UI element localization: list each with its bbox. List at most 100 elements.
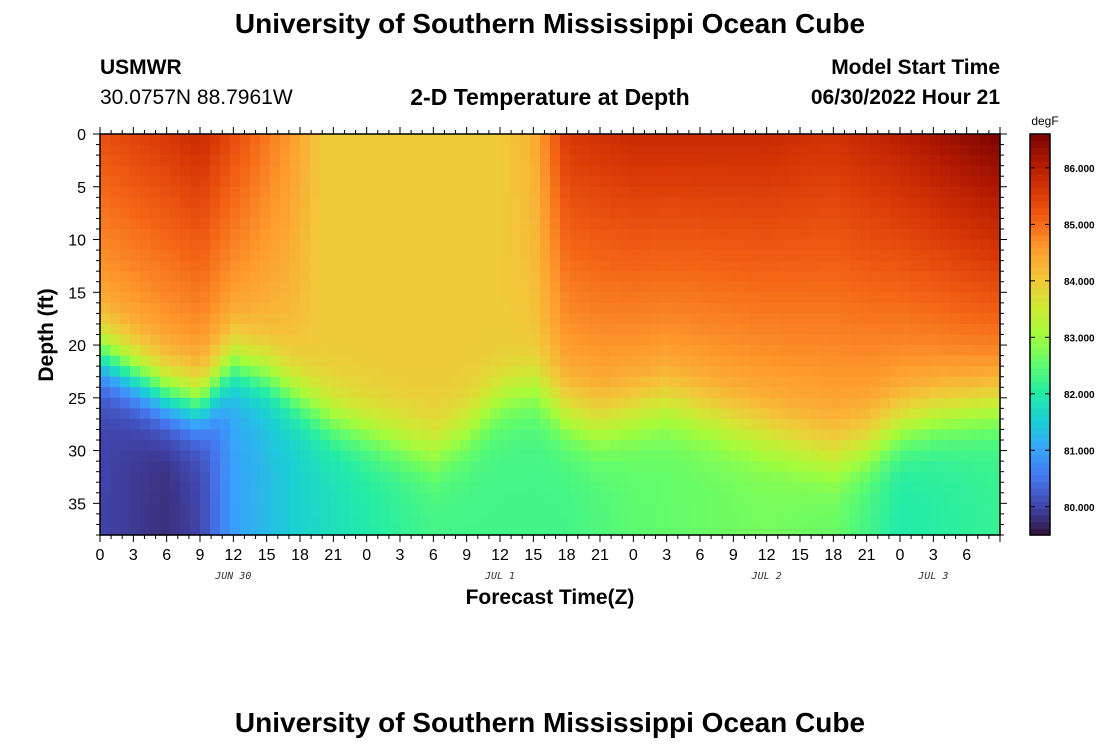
- heatmap-cell: [130, 429, 141, 441]
- heatmap-cell: [480, 186, 491, 198]
- heatmap-cell: [650, 144, 661, 156]
- colorbar-frame: [1029, 133, 1051, 536]
- heatmap-cell: [220, 503, 231, 515]
- heatmap-cell: [920, 207, 931, 220]
- heatmap-cell: [740, 271, 751, 283]
- heatmap-cell: [210, 313, 221, 325]
- heatmap-cell: [540, 165, 551, 177]
- heatmap-cell: [300, 461, 311, 473]
- heatmap-cell: [340, 292, 351, 304]
- heatmap-cell: [470, 176, 481, 188]
- heatmap-cell: [990, 207, 1001, 220]
- heatmap-cell: [460, 503, 471, 515]
- heatmap-cell: [810, 250, 821, 262]
- heatmap-cell: [830, 492, 841, 504]
- heatmap-cell: [340, 492, 351, 504]
- heatmap-cell: [990, 408, 1001, 420]
- heatmap-cell: [290, 355, 301, 367]
- heatmap-cell: [790, 440, 801, 452]
- heatmap-cell: [290, 155, 301, 167]
- heatmap-cell: [760, 345, 771, 357]
- heatmap-cell: [670, 334, 681, 346]
- heatmap-cell: [580, 418, 591, 431]
- heatmap-cell: [710, 513, 721, 526]
- heatmap-cell: [460, 134, 471, 146]
- heatmap-cell: [550, 524, 561, 536]
- heatmap-cell: [120, 355, 131, 367]
- heatmap-cell: [170, 155, 181, 167]
- heatmap-cell: [320, 440, 331, 452]
- heatmap-cell: [710, 134, 721, 146]
- heatmap-cell: [610, 302, 621, 314]
- heatmap-cell: [900, 376, 911, 388]
- heatmap-cell: [190, 440, 201, 452]
- heatmap-cell: [690, 471, 701, 483]
- heatmap-cell: [740, 155, 751, 167]
- heatmap-cell: [550, 429, 561, 441]
- heatmap-cell: [830, 134, 841, 146]
- heatmap-cell: [110, 482, 121, 494]
- heatmap-cell: [910, 218, 921, 230]
- heatmap-cell: [270, 461, 281, 473]
- heatmap-cell: [780, 197, 791, 209]
- y-tick-label: 20: [68, 338, 86, 355]
- heatmap-cell: [160, 239, 171, 251]
- heatmap-cell: [780, 186, 791, 198]
- heatmap-cell: [960, 418, 971, 431]
- heatmap-cell: [980, 292, 991, 304]
- heatmap-cell: [650, 397, 661, 409]
- heatmap-cell: [540, 513, 551, 526]
- heatmap-cell: [860, 429, 871, 441]
- heatmap-cell: [250, 429, 261, 441]
- heatmap-cell: [950, 376, 961, 388]
- heatmap-cell: [830, 334, 841, 346]
- heatmap-cell: [560, 418, 571, 431]
- heatmap-cell: [790, 408, 801, 420]
- heatmap-cell: [970, 239, 981, 251]
- heatmap-cell: [310, 418, 321, 431]
- heatmap-cell: [610, 471, 621, 483]
- heatmap-cell: [150, 260, 161, 272]
- heatmap-cell: [550, 207, 561, 220]
- heatmap-cell: [450, 207, 461, 220]
- heatmap-cell: [160, 334, 171, 346]
- colorbar-segment: [1030, 207, 1050, 215]
- heatmap-cell: [360, 513, 371, 526]
- heatmap-cell: [150, 239, 161, 251]
- heatmap-cell: [650, 408, 661, 420]
- heatmap-cell: [820, 313, 831, 325]
- heatmap-cell: [780, 155, 791, 167]
- heatmap-cell: [160, 134, 171, 146]
- heatmap-cell: [100, 334, 111, 346]
- x-tick-label: 3: [662, 547, 671, 564]
- heatmap-cell: [250, 440, 261, 452]
- heatmap-cell: [710, 155, 721, 167]
- heatmap-cell: [350, 218, 361, 230]
- heatmap-cell: [130, 250, 141, 262]
- heatmap-cell: [900, 144, 911, 156]
- heatmap-cell: [910, 250, 921, 262]
- heatmap-cell: [700, 144, 711, 156]
- heatmap-cell: [230, 260, 241, 272]
- heatmap-cell: [920, 387, 931, 399]
- heatmap-cell: [390, 482, 401, 494]
- heatmap-cell: [300, 323, 311, 336]
- heatmap-cell: [790, 260, 801, 272]
- heatmap-cell: [170, 323, 181, 336]
- heatmap-cell: [510, 471, 521, 483]
- heatmap-cell: [540, 492, 551, 504]
- heatmap-cell: [680, 524, 691, 536]
- heatmap-cell: [810, 218, 821, 230]
- heatmap-cell: [290, 471, 301, 483]
- heatmap-cell: [980, 155, 991, 167]
- heatmap-cell: [230, 503, 241, 515]
- heatmap-cell: [940, 207, 951, 220]
- heatmap-cell: [720, 250, 731, 262]
- heatmap-cell: [730, 345, 741, 357]
- heatmap-cell: [980, 165, 991, 177]
- heatmap-cell: [950, 281, 961, 293]
- heatmap-cell: [310, 461, 321, 473]
- heatmap-cell: [330, 440, 341, 452]
- heatmap-cell: [900, 228, 911, 241]
- heatmap-cell: [880, 366, 891, 378]
